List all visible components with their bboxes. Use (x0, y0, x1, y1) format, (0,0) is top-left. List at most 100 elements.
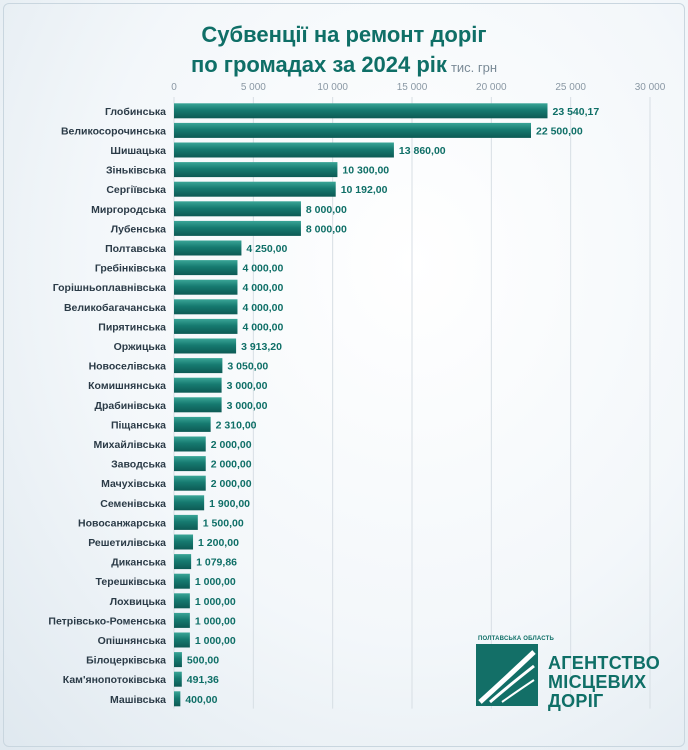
bar (174, 181, 336, 197)
value-label: 2 000,00 (211, 478, 252, 490)
category-label: Лубенська (111, 223, 166, 235)
value-label: 3 000,00 (227, 400, 268, 412)
bar (174, 318, 238, 334)
x-tick-label: 25 000 (555, 82, 586, 93)
category-label: Диканська (111, 557, 166, 569)
bar (174, 377, 222, 393)
category-label: Великосорочинська (61, 125, 166, 137)
bar (174, 514, 198, 530)
value-label: 1 000,00 (195, 615, 236, 627)
bar (174, 220, 301, 236)
category-label: Петрівсько-Роменська (48, 615, 166, 627)
chart-title-line2: по громадах за 2024 рік (190, 52, 447, 77)
value-label: 2 000,00 (211, 459, 252, 471)
bar (174, 416, 211, 432)
bar (174, 299, 238, 315)
bar (174, 671, 182, 687)
value-label: 4 000,00 (242, 321, 283, 333)
bar (174, 436, 206, 452)
value-label: 1 500,00 (203, 517, 244, 529)
value-label: 2 000,00 (211, 439, 252, 451)
category-label: Піщанська (111, 419, 166, 431)
chart-title: Субвенції на ремонт доріг по громадах за… (0, 20, 688, 83)
category-label: Новосанжарська (78, 517, 166, 529)
category-label: Миргородська (91, 204, 166, 216)
value-label: 4 250,00 (246, 243, 287, 255)
category-label: Полтавська (105, 243, 166, 255)
category-label: Кам'янопотоківська (63, 674, 166, 686)
logo-region-text: ПОЛТАВСЬКА ОБЛАСТЬ (478, 636, 555, 642)
value-label: 4 000,00 (242, 263, 283, 275)
value-label: 13 860,00 (399, 145, 446, 157)
bar (174, 612, 190, 628)
bar (174, 122, 531, 138)
logo-line3: ДОРІГ (548, 691, 604, 711)
bar (174, 240, 242, 256)
x-tick-label: 20 000 (476, 82, 507, 93)
bar (174, 632, 190, 648)
value-label: 400,00 (185, 694, 217, 706)
category-label: Машівська (110, 694, 166, 706)
logo-line2: МІСЦЕВИХ (548, 672, 647, 692)
value-label: 23 540,17 (553, 106, 600, 118)
bar (174, 162, 338, 178)
category-label: Гребінківська (95, 263, 166, 275)
value-label: 10 300,00 (342, 165, 389, 177)
bar (174, 358, 223, 374)
value-label: 1 079,86 (196, 557, 237, 569)
bar (174, 260, 238, 276)
bar (174, 573, 190, 589)
category-label: Комишнянська (88, 380, 166, 392)
category-label: Зіньківська (106, 165, 166, 177)
bar (174, 691, 181, 707)
category-label: Лохвицька (110, 596, 166, 608)
category-label: Великобагачанська (64, 302, 166, 314)
bar (174, 554, 192, 570)
category-labels: Глобинська Великосорочинська Шишацька Зіньк… (48, 106, 166, 706)
category-label: Глобинська (105, 106, 166, 118)
bars (174, 103, 548, 707)
value-label: 1 000,00 (195, 576, 236, 588)
agency-logo: ПОЛТАВСЬКА ОБЛАСТЬ АГЕНТСТВО МІСЦЕВИХ ДО… (476, 636, 676, 720)
value-label: 500,00 (187, 655, 219, 667)
category-label: Заводська (111, 459, 166, 471)
bar (174, 495, 205, 511)
category-label: Пирятинська (98, 321, 166, 333)
category-label: Опішнянська (98, 635, 167, 647)
value-label: 8 000,00 (306, 223, 347, 235)
logo-line1: АГЕНТСТВО (548, 653, 661, 673)
value-label: 1 000,00 (195, 596, 236, 608)
bar (174, 142, 394, 158)
x-tick-label: 15 000 (397, 82, 428, 93)
category-label: Драбинівська (94, 400, 166, 412)
value-label: 3 050,00 (227, 361, 268, 373)
category-label: Оржицька (114, 341, 167, 353)
value-label: 3 000,00 (227, 380, 268, 392)
bar (174, 456, 206, 472)
category-label: Мачухівська (101, 478, 166, 490)
bar (174, 475, 206, 491)
x-tick-label: 10 000 (317, 82, 348, 93)
value-label: 1 200,00 (198, 537, 239, 549)
value-label: 10 192,00 (341, 184, 388, 196)
bar (174, 652, 182, 668)
bar (174, 397, 222, 413)
value-label: 4 000,00 (242, 302, 283, 314)
chart-title-line1: Субвенції на ремонт доріг (201, 22, 487, 47)
category-label: Шишацька (110, 145, 166, 157)
category-label: Михайлівська (93, 439, 166, 451)
category-label: Сергіївська (106, 184, 166, 196)
bar (174, 201, 301, 217)
value-label: 491,36 (187, 674, 219, 686)
road-logo-icon (476, 644, 538, 706)
bar (174, 279, 238, 295)
x-tick-label: 30 000 (635, 82, 666, 93)
category-label: Горішньоплавнівська (53, 282, 166, 294)
x-tick-label: 0 (171, 82, 177, 93)
category-label: Семенівська (100, 498, 166, 510)
value-label: 3 913,20 (241, 341, 282, 353)
bar (174, 534, 194, 550)
value-label: 4 000,00 (242, 282, 283, 294)
bar (174, 338, 237, 354)
